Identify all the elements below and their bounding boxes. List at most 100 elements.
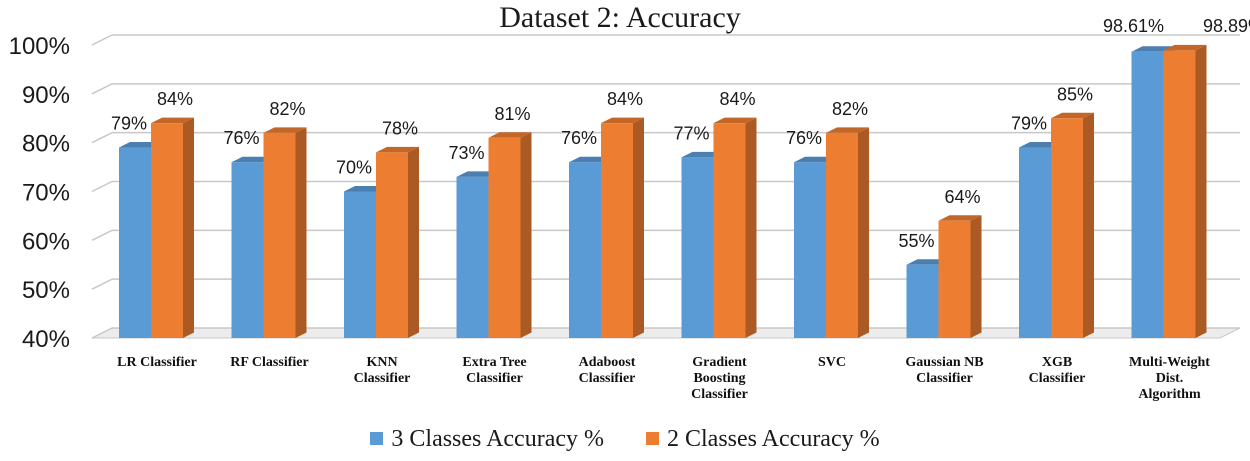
bar (826, 127, 869, 339)
category-label-line: RF Classifier (230, 355, 308, 370)
category-label: LR Classifier (117, 355, 197, 370)
gridline-100-depth (91, 34, 113, 46)
category-label-line: Gradient (692, 355, 747, 370)
category-label: XGB Classifier (1029, 355, 1086, 386)
category-label-line: Algorithm (1138, 387, 1201, 402)
bar-side (970, 215, 982, 338)
category-label-line: Gaussian NB (905, 355, 983, 370)
data-labels: 79% 84% 76% 82% 70% 78% 73% 81% 76% 84% 77% 84% 76% 8… (111, 16, 1250, 251)
bar-front (1163, 50, 1196, 338)
category-label-line: Classifier (1029, 371, 1086, 386)
bar (1051, 112, 1094, 338)
category-label-line: SVC (818, 355, 846, 370)
gridline-70-depth (91, 180, 113, 193)
category-label-line: Classifier (466, 371, 523, 386)
gridline-50-depth (91, 278, 113, 290)
category-label: Adaboost Classifier (579, 355, 636, 386)
y-axis-ticks: 40% 50% 60% 70% 80% 90% 100% (9, 33, 70, 353)
category-label: KNN Classifier (354, 355, 411, 386)
bar-front (569, 162, 601, 338)
category-label-line: XGB (1042, 355, 1072, 370)
bar-front (151, 123, 183, 338)
bar-front (681, 157, 714, 338)
bar (938, 215, 982, 338)
data-label: 82% (269, 99, 305, 119)
bar-front (1051, 118, 1083, 338)
category-label-line: LR Classifier (117, 355, 197, 370)
category-label: Gaussian NB Classifier (905, 355, 983, 386)
bar (601, 117, 644, 338)
bar (151, 117, 194, 338)
bar (713, 117, 757, 338)
bar-front (456, 176, 489, 338)
bar-top (601, 117, 644, 124)
bar-front (231, 162, 264, 338)
y-tick-label: 40% (22, 326, 70, 353)
category-label-line: Classifier (916, 371, 973, 386)
bar-side (858, 127, 869, 339)
legend-item-2-classes: 2 Classes Accuracy % (646, 426, 880, 453)
y-tick-label: 90% (22, 82, 70, 109)
data-label: 76% (561, 128, 597, 148)
data-label: 76% (786, 128, 822, 148)
legend-label-2-classes: 2 Classes Accuracy % (667, 426, 880, 452)
gridline-40-depth (91, 327, 113, 339)
data-label: 98.89% (1203, 16, 1250, 36)
legend-swatch-3-classes (370, 431, 384, 445)
category-label: Multi-Weight Dist. Algorithm (1129, 355, 1210, 402)
data-label: 79% (111, 114, 147, 134)
y-tick-label: 80% (22, 131, 70, 158)
category-label-line: KNN (366, 355, 397, 370)
category-label-line: Boosting (693, 371, 745, 386)
category-label: Extra Tree Classifier (462, 355, 526, 386)
gridline-60-depth (91, 229, 113, 242)
category-label-line: Classifier (579, 371, 636, 386)
data-label: 79% (1011, 114, 1047, 134)
bar-front (119, 147, 151, 338)
chart-title: Dataset 2: Accuracy (499, 1, 741, 34)
bars (119, 44, 1207, 339)
bar-top (826, 127, 869, 133)
bar-top (263, 127, 307, 133)
bar-top (1051, 112, 1094, 119)
bar-side (295, 127, 307, 339)
bar-side (1195, 44, 1207, 338)
bar (263, 127, 307, 339)
legend-label-3-classes: 3 Classes Accuracy % (391, 426, 604, 452)
data-label: 82% (832, 99, 868, 119)
bar-side (520, 132, 532, 338)
category-label-line: Classifier (354, 371, 411, 386)
bar-front (601, 123, 633, 338)
legend-swatch-2-classes (646, 431, 659, 445)
bar-top (938, 215, 982, 221)
bar-front (1019, 147, 1051, 338)
legend: 3 Classes Accuracy % 2 Classes Accuracy … (0, 426, 1250, 453)
bar-top (488, 132, 532, 138)
y-tick-label: 70% (22, 180, 70, 207)
gridline-90-depth (91, 83, 113, 95)
bar-side (633, 117, 644, 338)
data-label: 85% (1057, 84, 1093, 104)
data-label: 81% (494, 104, 530, 124)
bar-front (938, 220, 971, 338)
data-label: 76% (223, 128, 259, 148)
category-label-line: Classifier (691, 387, 748, 402)
bar-front (826, 132, 858, 338)
bar-front (906, 264, 939, 338)
data-label: 84% (157, 89, 193, 109)
y-tick-label: 50% (22, 277, 70, 304)
category-label: RF Classifier (230, 355, 308, 370)
bar-front (263, 132, 296, 338)
data-label: 84% (719, 89, 755, 109)
data-label: 77% (673, 123, 709, 143)
y-tick-label: 60% (22, 228, 70, 255)
bar (1163, 44, 1207, 338)
category-label-line: Dist. (1156, 371, 1184, 386)
bar-front (1131, 51, 1164, 338)
bar-front (713, 123, 746, 338)
bar (376, 146, 419, 338)
category-label-line: Adaboost (579, 355, 636, 370)
data-label: 64% (944, 187, 980, 207)
data-label: 78% (382, 118, 418, 138)
